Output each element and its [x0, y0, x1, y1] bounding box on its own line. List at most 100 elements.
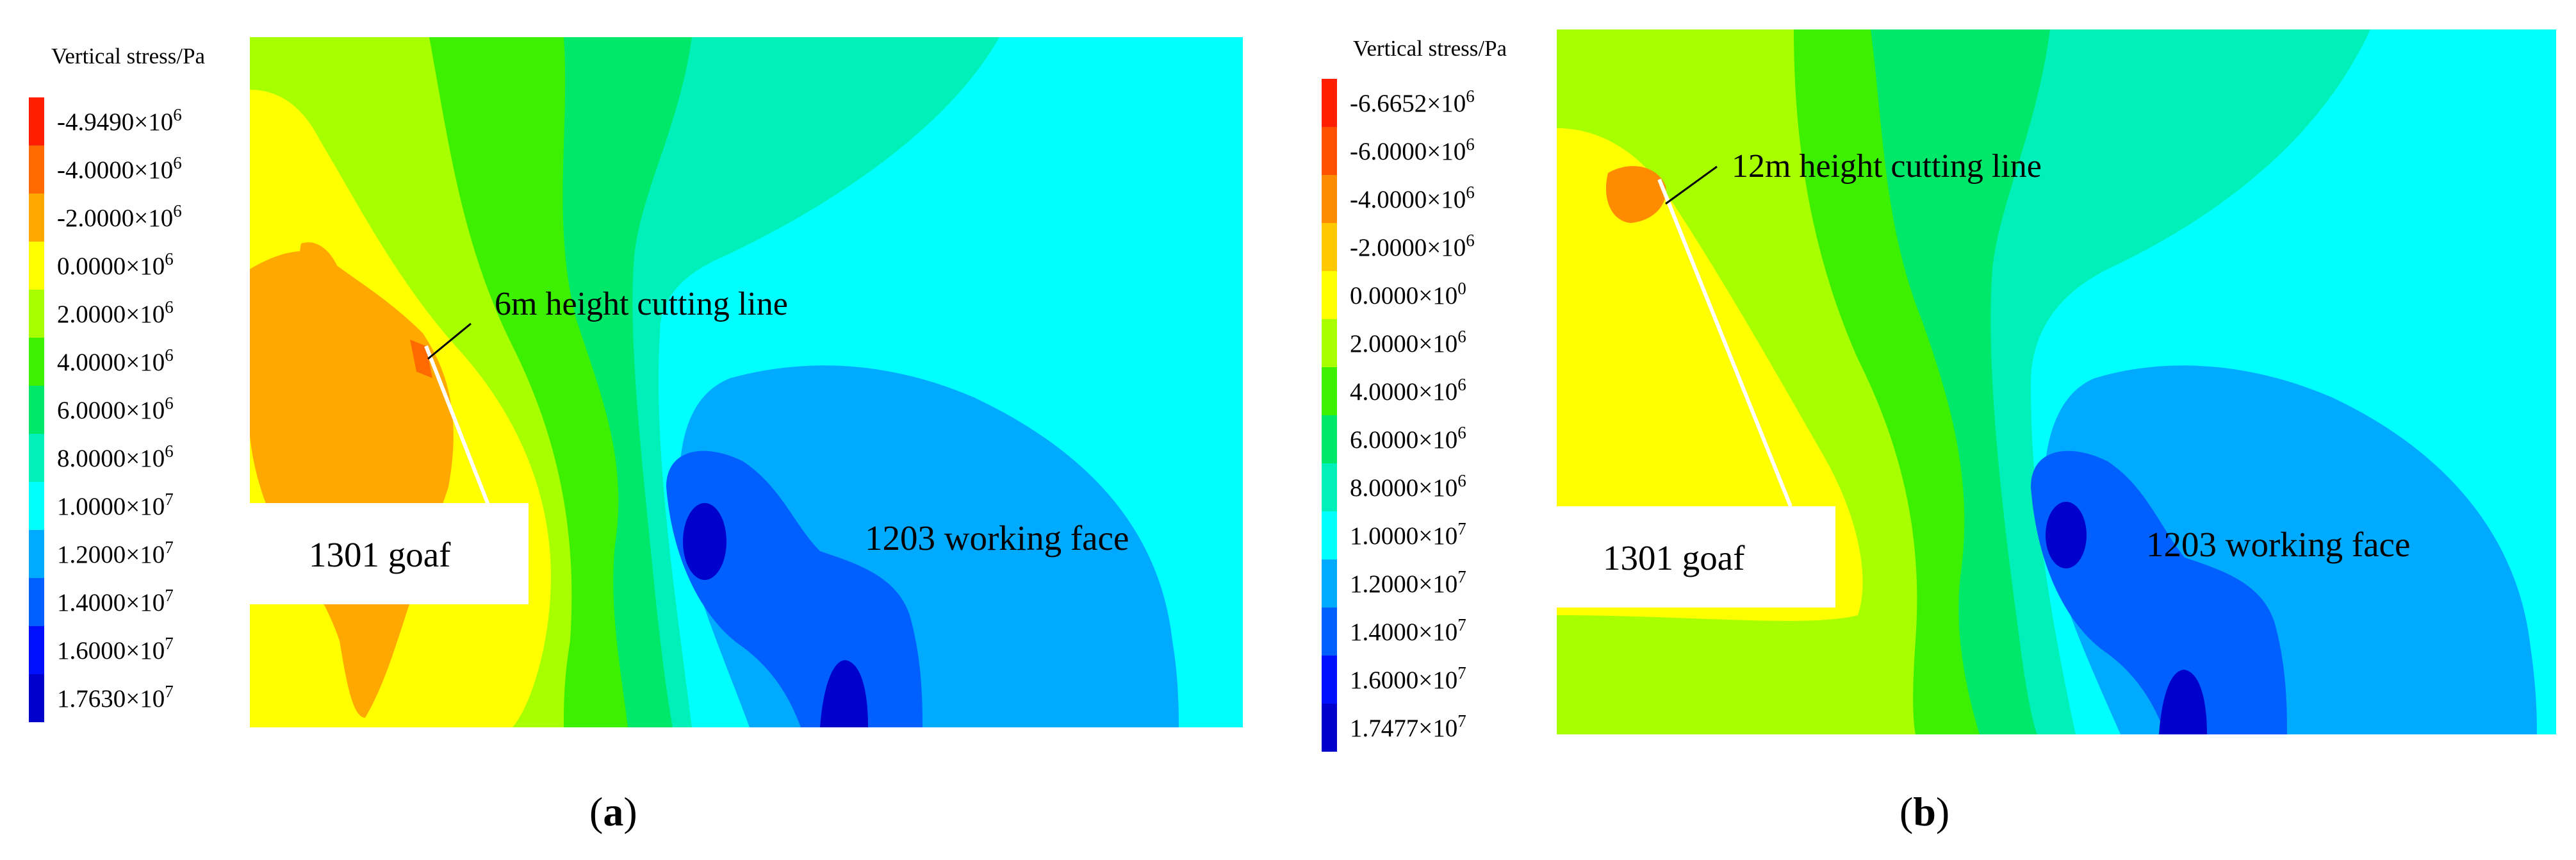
zone-1.6e7-b	[2159, 670, 2207, 734]
legend-item: 2.0000×106	[29, 290, 272, 338]
legend-exponent: 7	[1457, 615, 1466, 634]
legend-item: 8.0000×106	[29, 434, 272, 482]
legend-item: 1.6000×107	[1322, 656, 1565, 704]
legend-exponent: 6	[1457, 327, 1466, 346]
legend-item: -2.0000×106	[1322, 223, 1565, 271]
legend-item: 1.0000×107	[29, 482, 272, 530]
legend-exponent: 6	[1457, 471, 1466, 490]
legend-label: 1.4000×107	[1350, 615, 1466, 647]
legend-item: 1.2000×107	[29, 530, 272, 578]
legend-label: 0.0000×100	[1350, 279, 1466, 310]
legend-label: -4.9490×106	[57, 105, 182, 136]
legend-exponent: 7	[165, 634, 174, 653]
legend-swatch	[29, 194, 44, 242]
legend-exponent: 0	[1457, 279, 1466, 298]
legend-label: 6.0000×106	[57, 393, 174, 425]
legend-swatch	[29, 578, 44, 626]
legend-item: 2.0000×106	[1322, 319, 1565, 367]
legend-value: 1.7630×10	[57, 685, 165, 713]
legend-exponent: 6	[165, 249, 174, 269]
zone-neg2e6-upper	[295, 242, 346, 302]
legend-item: -4.0000×106	[29, 145, 272, 194]
legend-label: 8.0000×106	[57, 442, 174, 473]
legend-swatch	[29, 145, 44, 194]
legend-label: 1.7630×107	[57, 682, 174, 713]
panel-a: Vertical stress/Pa -4.9490×106 -4.0000×10…	[0, 0, 1281, 860]
legend-label: -4.0000×106	[1350, 183, 1475, 214]
legend-value: 4.0000×10	[1350, 378, 1458, 406]
legend-label: 1.2000×107	[57, 538, 174, 569]
legend-label: 6.0000×106	[1350, 423, 1466, 454]
legend-value: 1.2000×10	[57, 541, 165, 568]
stress-contour-plot-b	[1557, 29, 2556, 734]
legend-value: 0.0000×10	[1350, 282, 1458, 310]
legend-swatch	[29, 530, 44, 578]
legend-exponent: 7	[165, 682, 174, 701]
legend-item: 4.0000×106	[1322, 367, 1565, 415]
legend-title: Vertical stress/Pa	[1353, 36, 1507, 61]
legend-value: 2.0000×10	[57, 301, 165, 328]
caption-close: )	[623, 789, 637, 834]
legend-value: 6.0000×10	[57, 397, 165, 424]
legend-label: -6.0000×106	[1350, 135, 1475, 166]
legend-exponent: 6	[165, 442, 174, 461]
legend-exponent: 6	[165, 345, 174, 365]
legend-label: -6.6652×106	[1350, 87, 1475, 118]
legend-value: -2.0000×10	[1350, 234, 1466, 261]
legend-item: 0.0000×106	[29, 242, 272, 290]
zone-neg4e6	[1605, 166, 1666, 223]
legend-item: -6.6652×106	[1322, 79, 1565, 127]
legend-swatch	[1322, 656, 1337, 704]
legend-swatch	[29, 482, 44, 530]
legend-value: -6.0000×10	[1350, 138, 1466, 165]
legend-swatch	[1322, 127, 1337, 175]
legend-swatch	[29, 97, 44, 145]
legend-swatch	[29, 626, 44, 674]
legend-item: 1.0000×107	[1322, 511, 1565, 559]
legend-exponent: 7	[165, 586, 174, 605]
legend-item: 8.0000×106	[1322, 463, 1565, 511]
legend-exponent: 6	[173, 153, 182, 172]
goaf-label-box	[1557, 506, 1835, 608]
legend-swatch	[1322, 415, 1337, 463]
stress-contour-plot-a	[250, 37, 1243, 727]
legend-label: 0.0000×106	[57, 249, 174, 281]
legend-value: -6.6652×10	[1350, 90, 1466, 117]
caption-close: )	[1935, 789, 1950, 834]
legend-value: 1.7477×10	[1350, 715, 1458, 742]
legend-title: Vertical stress/Pa	[51, 44, 206, 69]
caption-b: (b)	[1899, 788, 1949, 836]
zone-1.4e7	[666, 451, 923, 727]
zone-1.4e7	[2031, 451, 2287, 734]
legend-item: 1.7477×107	[1322, 704, 1565, 752]
legend-swatch	[29, 434, 44, 482]
legend-swatch	[1322, 79, 1337, 127]
legend-exponent: 7	[1457, 711, 1466, 731]
legend-exponent: 7	[1457, 567, 1466, 586]
legend-item: 1.4000×107	[29, 578, 272, 626]
legend-swatch	[29, 242, 44, 290]
working-face-label: 1203 working face	[865, 518, 1129, 558]
legend-value: 0.0000×10	[57, 252, 165, 280]
legend-exponent: 6	[165, 297, 174, 317]
legend-value: 1.0000×10	[1350, 522, 1458, 550]
legend-item: -4.0000×106	[1322, 175, 1565, 223]
legend-item: -6.0000×106	[1322, 127, 1565, 175]
goaf-label: 1301 goaf	[309, 535, 451, 574]
legend-swatch	[29, 674, 44, 722]
legend-value: -4.0000×10	[57, 156, 174, 184]
legend-swatch	[29, 290, 44, 338]
legend-label: 1.7477×107	[1350, 711, 1466, 743]
legend-exponent: 6	[173, 201, 182, 220]
legend-value: -2.0000×10	[57, 204, 174, 232]
panel-b: Vertical stress/Pa -6.6652×106 -6.0000×10…	[1307, 0, 2576, 860]
legend-item: 6.0000×106	[29, 386, 272, 434]
legend-exponent: 6	[1457, 375, 1466, 394]
legend-exponent: 7	[1457, 519, 1466, 538]
legend-label: 1.2000×107	[1350, 567, 1466, 599]
legend-label: 2.0000×106	[57, 297, 174, 329]
legend-exponent: 7	[1457, 663, 1466, 682]
legend-exponent: 6	[173, 105, 182, 124]
legend-label: 1.0000×107	[57, 490, 174, 521]
legend-value: 1.6000×10	[1350, 666, 1458, 694]
